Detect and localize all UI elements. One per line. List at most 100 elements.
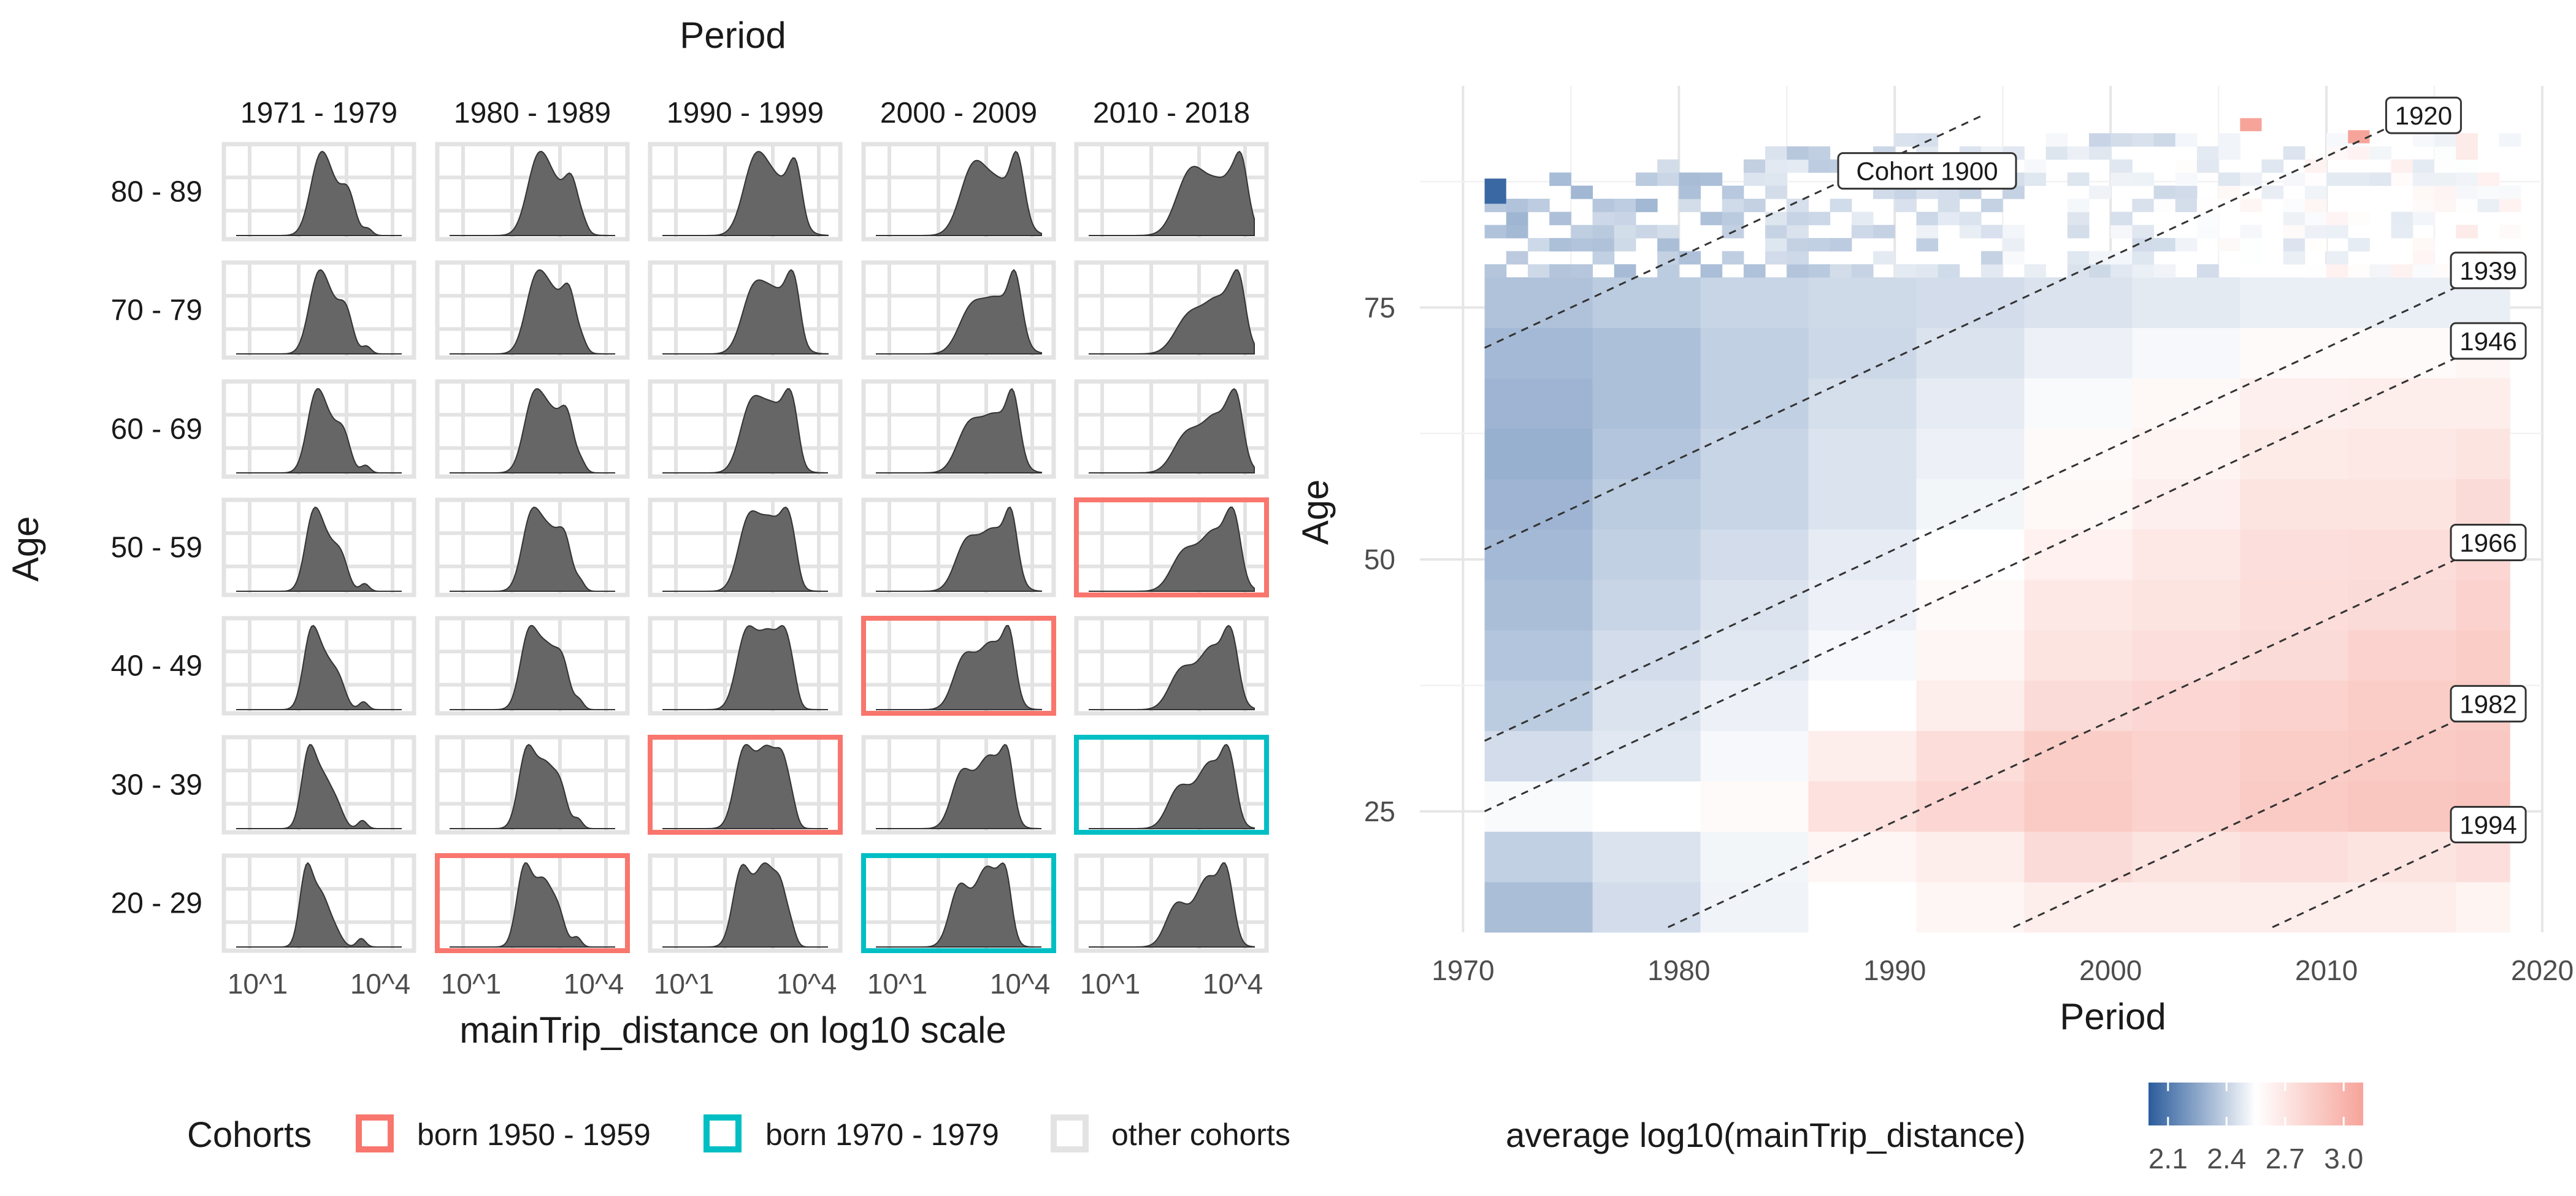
- heatmap-cell: [2110, 172, 2133, 186]
- heatmap-tile: [2456, 478, 2510, 530]
- heatmap-cell: [2132, 238, 2155, 251]
- cohort-label-1966: 1966: [2450, 524, 2527, 561]
- heatmap-tile: [1700, 328, 1809, 378]
- heatmap-cell: [2132, 199, 2155, 212]
- facet-row-label-5: 30 - 39: [111, 769, 202, 802]
- heatmap-tile: [2132, 781, 2241, 832]
- heatmap-cell: [1549, 264, 1571, 278]
- density-area: [236, 150, 402, 236]
- heatmap-cell: [1679, 172, 1701, 186]
- density-area: [1089, 269, 1255, 355]
- left-x-axis-title: mainTrip_distance on log10 scale: [459, 1010, 1006, 1051]
- heatmap-cell: [2175, 133, 2198, 147]
- facet-2-3: [861, 379, 1056, 479]
- heatmap-tile: [1808, 478, 1917, 530]
- heatmap-xtick: 1980: [1647, 954, 1710, 986]
- heatmap-cell: [1787, 212, 1809, 226]
- heatmap-cell: [1679, 199, 1701, 212]
- heatmap-cell: [1916, 264, 1939, 278]
- heatmap-tile: [1700, 881, 1809, 933]
- cohort-label-text: 1982: [2459, 689, 2517, 718]
- heatmap-cell: [2391, 224, 2413, 239]
- heatmap-tile: [1808, 580, 1917, 631]
- heatmap-tile: [1916, 428, 2025, 480]
- facet-0-0: [221, 142, 416, 242]
- heatmap-cell: [1679, 251, 1701, 265]
- heatmap-cell: [2110, 264, 2133, 278]
- heatmap-tile: [2024, 781, 2133, 832]
- heatmap-tile: [2240, 831, 2348, 883]
- heatmap-cell: [1830, 238, 1852, 251]
- heatmap-tile: [2348, 680, 2456, 731]
- heatmap-cell: [1873, 251, 1895, 265]
- heatmap-cell: [2175, 238, 2198, 251]
- heatmap-cell: [1959, 224, 1982, 239]
- facet-6-4: [1074, 853, 1269, 953]
- heatmap-cell: [1787, 199, 1809, 212]
- left-y-axis-title: Age: [5, 516, 46, 582]
- heatmap-tile: [2240, 580, 2348, 631]
- heatmap-tile: [2024, 580, 2133, 631]
- right-y-axis-title: Age: [1295, 480, 1336, 545]
- heatmap-ytick: 25: [1364, 795, 1395, 827]
- heatmap-tile: [2348, 529, 2456, 580]
- density-area: [876, 388, 1042, 473]
- heatmap-tile: [2348, 831, 2456, 883]
- heatmap-cell: [2283, 172, 2306, 186]
- heatmap-cell: [1700, 212, 1723, 226]
- heatmap-tile: [1484, 630, 1593, 681]
- heatmap-cell: [2391, 159, 2413, 173]
- heatmap-cell: [2499, 199, 2521, 212]
- facet-border: [861, 497, 1056, 597]
- heatmap-cell: [1527, 199, 1550, 212]
- cohort-label-text: Cohort 1900: [1856, 157, 1998, 186]
- heatmap-cell: [1657, 159, 1679, 173]
- heatmap-tile: [1916, 881, 2025, 933]
- heatmap-cell: [2304, 212, 2327, 226]
- facet-1-2: [648, 260, 843, 360]
- cohort-legend: Cohorts born 1950 - 1959 born 1970 - 197…: [187, 1114, 1290, 1155]
- facet-border: [435, 735, 630, 835]
- heatmap-tile: [1808, 428, 1917, 480]
- heatmap-cell: [2456, 133, 2478, 147]
- heatmap-cell: [2412, 238, 2435, 251]
- heatmap-cell: [1571, 264, 1593, 278]
- facet-xtick-10-4-0: 10^4: [350, 968, 410, 1000]
- heatmap-cell: [1527, 238, 1550, 251]
- heatmap-tile: [1700, 378, 1809, 429]
- heatmap-cell: [2132, 224, 2155, 239]
- heatmap-tile: [1700, 630, 1809, 681]
- heatmap-tile: [2456, 730, 2510, 782]
- heatmap-tile: [2132, 881, 2241, 933]
- facet-highlight-border: [861, 616, 1056, 716]
- facet-border: [221, 616, 416, 716]
- facet-0-4: [1074, 142, 1269, 242]
- heatmap-tile: [1484, 831, 1593, 883]
- facet-xtick-10-1-3: 10^1: [867, 968, 927, 1000]
- heatmap-cell: [2326, 212, 2348, 226]
- facet-row-label-0: 80 - 89: [111, 176, 202, 209]
- facet-1-1: [435, 260, 630, 360]
- heatmap-tile: [2240, 781, 2348, 832]
- heatmap-cell: [2499, 224, 2521, 239]
- cohort-label-text: 1946: [2459, 327, 2517, 356]
- heatmap-tile: [2132, 730, 2241, 782]
- facet-strip-2: 1990 - 1999: [667, 97, 824, 129]
- heatmap-cell: [2434, 159, 2456, 173]
- heatmap-cell: [2003, 224, 2025, 239]
- facet-xtick-10-4-2: 10^4: [776, 968, 837, 1000]
- heatmap-tile: [2024, 630, 2133, 681]
- heatmap-tile: [1700, 781, 1809, 832]
- heatmap-tile: [2240, 378, 2348, 429]
- facet-2-2: [648, 379, 843, 479]
- heatmap-tile: [2132, 831, 2241, 883]
- heatmap-tile: [2132, 277, 2241, 328]
- heatmap-tile: [1484, 580, 1593, 631]
- facet-border: [648, 260, 843, 360]
- heatmap-cell: [2110, 133, 2133, 147]
- heatmap-tile: [2348, 881, 2456, 933]
- right-x-axis-title: Period: [2060, 996, 2166, 1037]
- heatmap-cell: [2434, 133, 2456, 147]
- cohort-label-text: 1920: [2395, 101, 2452, 130]
- heatmap-cell: [1851, 212, 1874, 226]
